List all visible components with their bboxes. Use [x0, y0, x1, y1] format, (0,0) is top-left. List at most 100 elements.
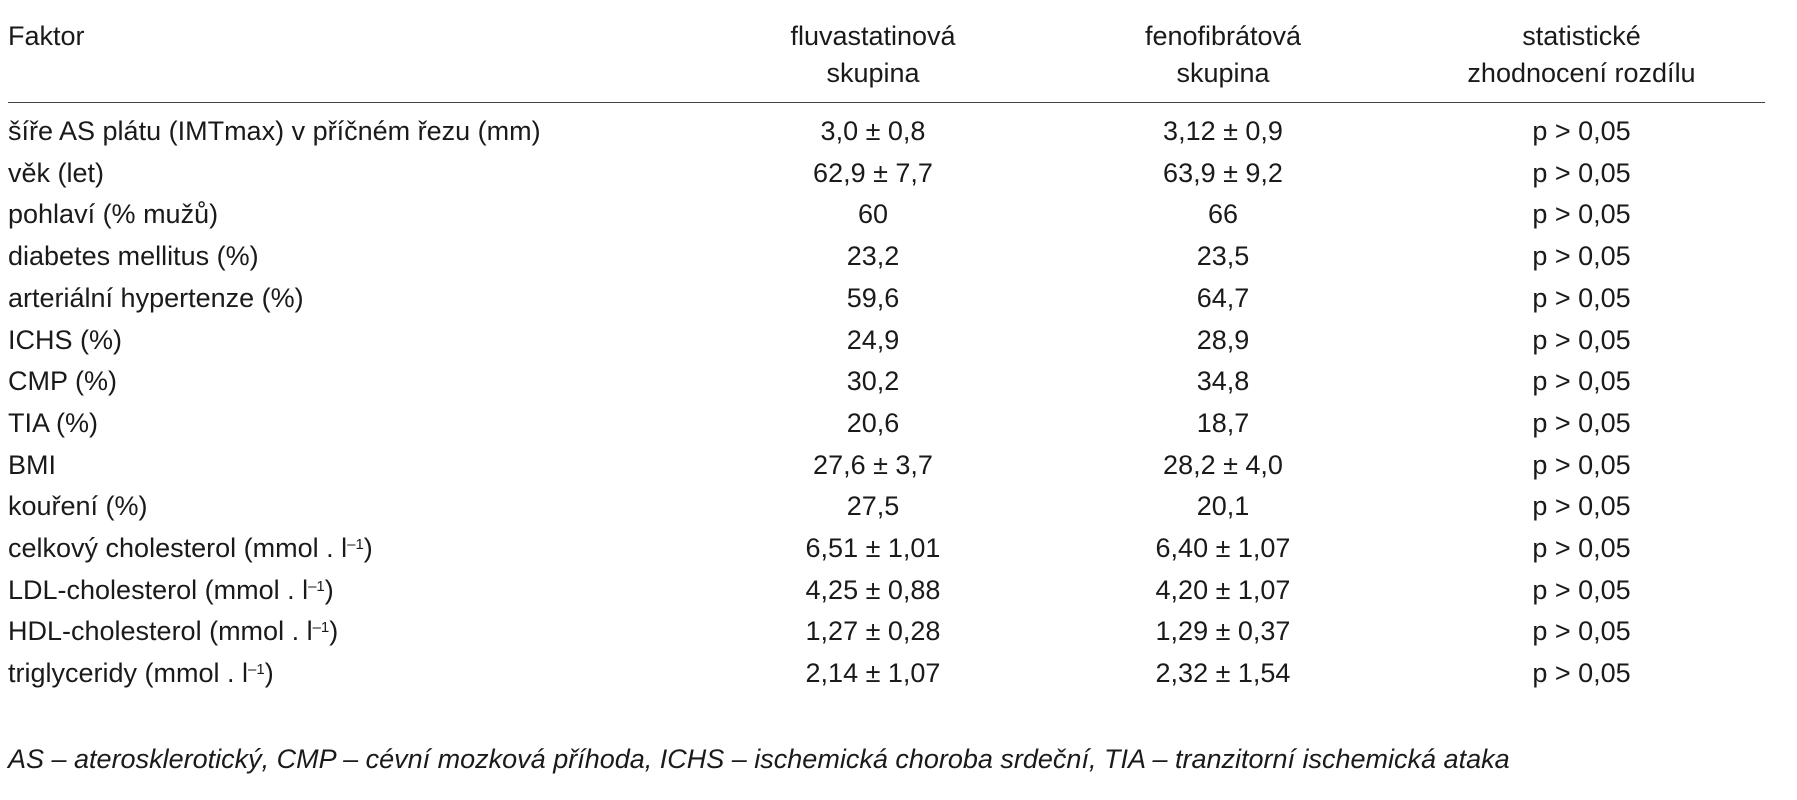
- statistics-value: p > 0,05: [1532, 241, 1631, 272]
- fenofibrate-value: 20,1: [1196, 491, 1250, 522]
- table-row: diabetes mellitus (%) 23,2 23,5 p > 0,05: [8, 236, 1765, 278]
- fluvastatin-value: 27,6 ± 3,7: [813, 449, 933, 480]
- table-row: ICHS (%) 24,9 28,9 p > 0,05: [8, 320, 1765, 362]
- factor-cell: triglyceridy (mmol . l–1): [8, 653, 698, 695]
- factor-label: věk (let): [8, 157, 105, 188]
- unit-close: ): [363, 533, 373, 564]
- fluvastatin-value: 24,9: [846, 324, 900, 355]
- unit-close: ): [264, 658, 274, 689]
- header-row: Faktor fluvastatinová skupina fenofibrát…: [8, 18, 1765, 103]
- factor-label: LDL-cholesterol (mmol . l: [8, 574, 309, 605]
- factor-label: HDL-cholesterol (mmol . l: [8, 616, 313, 647]
- fluvastatin-value: 4,25 ± 0,88: [805, 574, 941, 605]
- factor-label: ICHS (%): [8, 324, 122, 355]
- factor-label: triglyceridy (mmol . l: [8, 658, 249, 689]
- fenofibrate-value: 28,2 ± 4,0: [1163, 449, 1283, 480]
- fluvastatin-value: 60: [857, 199, 889, 230]
- table-body: šíře AS plátu (IMTmax) v příčném řezu (m…: [8, 103, 1765, 695]
- fluvastatin-value: 20,6: [846, 407, 900, 438]
- fenofibrate-value: 3,12 ± 0,9: [1163, 116, 1283, 146]
- unit-close: ): [324, 574, 334, 605]
- statistics-value: p > 0,05: [1532, 116, 1631, 146]
- fenofibrate-value: 18,7: [1196, 407, 1250, 438]
- fluvastatin-value: 3,0 ± 0,8: [820, 116, 926, 146]
- fenofibrate-value: 2,32 ± 1,54: [1155, 658, 1291, 689]
- table-row: BMI 27,6 ± 3,7 28,2 ± 4,0 p > 0,05: [8, 445, 1765, 487]
- statistics-value: p > 0,05: [1532, 491, 1631, 522]
- factor-cell: ICHS (%): [8, 320, 698, 362]
- factor-cell: diabetes mellitus (%): [8, 236, 698, 278]
- table-footnote: AS – aterosklerotický, CMP – cévní mozko…: [8, 744, 1510, 774]
- table-row: HDL-cholesterol (mmol . l–1) 1,27 ± 0,28…: [8, 611, 1765, 653]
- fenofibrate-value: 63,9 ± 9,2: [1163, 157, 1283, 188]
- statistics-value: p > 0,05: [1532, 199, 1631, 230]
- table-row: triglyceridy (mmol . l–1) 2,14 ± 1,07 2,…: [8, 653, 1765, 695]
- table-row: celkový cholesterol (mmol . l–1) 6,51 ± …: [8, 528, 1765, 570]
- unit-exponent: –1: [248, 660, 265, 678]
- fluvastatin-value: 1,27 ± 0,28: [805, 616, 941, 647]
- fenofibrate-value: 64,7: [1196, 282, 1250, 313]
- factor-cell: celkový cholesterol (mmol . l–1): [8, 528, 698, 570]
- fluvastatin-value: 62,9 ± 7,7: [813, 157, 933, 188]
- fluvastatin-value: 23,2: [846, 241, 900, 272]
- statistics-value: p > 0,05: [1532, 407, 1631, 438]
- factor-cell: TIA (%): [8, 403, 698, 445]
- factor-label: CMP (%): [8, 366, 118, 397]
- header-fluvastatin-line1: fluvastatinová: [790, 21, 956, 51]
- statistics-value: p > 0,05: [1532, 449, 1631, 480]
- unit-exponent: –1: [347, 535, 364, 553]
- table-row: pohlaví (% mužů) 60 66 p > 0,05: [8, 194, 1765, 236]
- fluvastatin-value: 30,2: [846, 366, 900, 397]
- factor-label: šíře AS plátu (IMTmax) v příčném řezu (m…: [8, 116, 541, 146]
- statistics-value: p > 0,05: [1532, 616, 1631, 647]
- header-fluvastatin-group: fluvastatinová skupina: [698, 18, 1048, 103]
- table-row: TIA (%) 20,6 18,7 p > 0,05: [8, 403, 1765, 445]
- header-fenofibrate-line1: fenofibrátová: [1144, 21, 1302, 51]
- statistics-value: p > 0,05: [1532, 157, 1631, 188]
- fenofibrate-value: 4,20 ± 1,07: [1155, 574, 1291, 605]
- statistics-value: p > 0,05: [1532, 282, 1631, 313]
- factor-cell: šíře AS plátu (IMTmax) v příčném řezu (m…: [8, 103, 698, 153]
- header-factor: Faktor: [8, 18, 698, 103]
- unit-exponent: –1: [312, 619, 330, 637]
- comparison-table: Faktor fluvastatinová skupina fenofibrát…: [8, 18, 1765, 695]
- table-row: kouření (%) 27,5 20,1 p > 0,05: [8, 486, 1765, 528]
- header-statistics-line2: zhodnocení rozdílu: [1467, 58, 1696, 88]
- fluvastatin-value: 27,5: [846, 491, 900, 522]
- factor-label: diabetes mellitus (%): [8, 241, 259, 272]
- factor-cell: LDL-cholesterol (mmol . l–1): [8, 570, 698, 612]
- factor-cell: věk (let): [8, 153, 698, 195]
- factor-label: pohlaví (% mužů): [8, 199, 219, 230]
- table-row: šíře AS plátu (IMTmax) v příčném řezu (m…: [8, 103, 1765, 153]
- factor-label: celkový cholesterol (mmol . l: [8, 533, 348, 564]
- factor-cell: CMP (%): [8, 361, 698, 403]
- fluvastatin-value: 59,6: [846, 282, 900, 313]
- fenofibrate-value: 66: [1207, 199, 1239, 230]
- fenofibrate-value: 34,8: [1196, 366, 1250, 397]
- header-fluvastatin-line2: skupina: [826, 58, 920, 88]
- factor-cell: HDL-cholesterol (mmol . l–1): [8, 611, 698, 653]
- header-factor-label: Faktor: [8, 21, 85, 51]
- factor-label: BMI: [8, 449, 57, 480]
- header-statistics: statistické zhodnocení rozdílu: [1398, 18, 1765, 103]
- header-fenofibrate-group: fenofibrátová skupina: [1048, 18, 1398, 103]
- factor-cell: pohlaví (% mužů): [8, 194, 698, 236]
- factor-cell: arteriální hypertenze (%): [8, 278, 698, 320]
- header-fenofibrate-line2: skupina: [1176, 58, 1270, 88]
- factor-label: TIA (%): [8, 407, 99, 438]
- fluvastatin-value: 2,14 ± 1,07: [805, 658, 941, 689]
- table-header: Faktor fluvastatinová skupina fenofibrát…: [8, 18, 1765, 103]
- fenofibrate-value: 28,9: [1196, 324, 1250, 355]
- statistics-value: p > 0,05: [1532, 574, 1631, 605]
- table-row: CMP (%) 30,2 34,8 p > 0,05: [8, 361, 1765, 403]
- factor-label: arteriální hypertenze (%): [8, 282, 304, 313]
- fenofibrate-value: 23,5: [1196, 241, 1250, 272]
- table-row: arteriální hypertenze (%) 59,6 64,7 p > …: [8, 278, 1765, 320]
- fenofibrate-value: 1,29 ± 0,37: [1155, 616, 1291, 647]
- statistics-value: p > 0,05: [1532, 324, 1631, 355]
- statistics-value: p > 0,05: [1532, 533, 1631, 564]
- factor-label: kouření (%): [8, 491, 148, 522]
- unit-close: ): [329, 616, 339, 647]
- statistics-value: p > 0,05: [1532, 658, 1631, 689]
